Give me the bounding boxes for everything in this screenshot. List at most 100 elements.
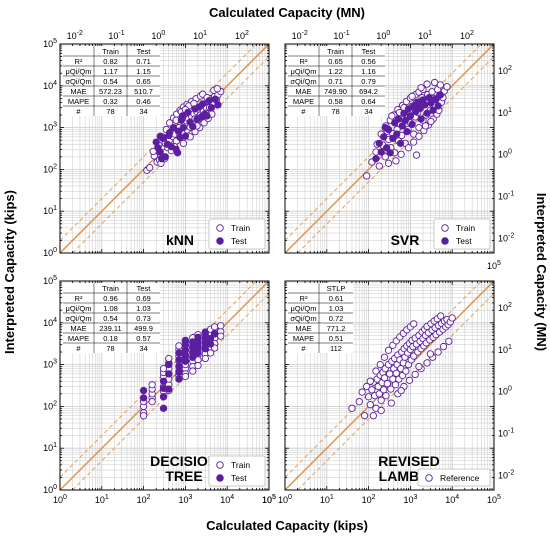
bottom-tick-label: 103 (178, 494, 192, 505)
right-tick-label: 10-1 (498, 427, 514, 438)
bottom-tick-label: 103 (403, 494, 417, 505)
legend-marker (216, 474, 224, 482)
data-point (423, 109, 431, 117)
data-point (179, 123, 188, 132)
table-cell: 0.71 (328, 77, 343, 86)
data-point (161, 153, 169, 161)
table-cell: 1.08 (103, 304, 118, 313)
table-header: Test (362, 47, 377, 56)
table-cell: 239.11 (99, 324, 121, 333)
top-tick-label: 102 (235, 30, 249, 41)
table-cell: 0.71 (136, 57, 151, 66)
legend: Train Test (208, 218, 266, 250)
data-point (148, 397, 156, 406)
data-point (181, 336, 190, 345)
table-metric-label: σQi/Qm (65, 77, 91, 86)
left-tick-label: 102 (43, 400, 57, 411)
table-header: Train (102, 47, 119, 56)
data-point (159, 404, 168, 412)
table-cell: 1.16 (361, 67, 376, 76)
table-cell: 34 (364, 107, 372, 116)
data-point (396, 139, 405, 147)
bottom-tick-label: 102 (362, 494, 376, 505)
data-point (383, 380, 391, 388)
data-point (417, 84, 425, 92)
bottom-tick-label: 105 (262, 494, 276, 505)
data-point (436, 81, 444, 89)
table-cell: 0.51 (329, 334, 344, 343)
right-tick-label: 102 (498, 302, 512, 313)
table-cell: 510.7 (134, 87, 153, 96)
right-tick-label: 100 (498, 149, 512, 160)
data-point (417, 115, 425, 123)
data-point (194, 333, 202, 341)
data-point (384, 346, 393, 354)
legend-label: Test (456, 236, 472, 246)
panel-label: kNN (166, 232, 194, 248)
data-point (175, 375, 183, 383)
table-metric-label: MAPE (68, 97, 89, 106)
table-cell: 0.79 (361, 77, 376, 86)
data-point (348, 404, 356, 412)
data-point (402, 367, 410, 375)
stats-table: Train Test R² 0.65 0.56 μQi/Qm 1.22 1.16 σQi/Qm 0… (288, 46, 385, 116)
table-cell: 78 (106, 107, 114, 116)
data-point (392, 369, 400, 377)
table-cell: 34 (139, 107, 147, 116)
right-tick-label: 10-2 (498, 232, 514, 243)
left-tick-label: 105 (43, 38, 57, 49)
data-point (436, 91, 444, 99)
data-point (415, 104, 424, 112)
stats-table-bg (63, 46, 160, 116)
data-point (431, 95, 440, 103)
data-point (165, 370, 173, 378)
corner-tick-label: 105 (487, 260, 501, 271)
data-point (148, 381, 156, 389)
data-point (439, 342, 448, 351)
table-metric-label: R² (75, 294, 83, 303)
data-point (199, 100, 207, 108)
table-cell: 694.2 (359, 87, 378, 96)
table-cell: 0.73 (136, 314, 151, 323)
legend-marker (441, 237, 449, 245)
bottom-tick-label: 101 (95, 494, 109, 505)
left-tick-label: 100 (43, 484, 57, 495)
data-point (201, 354, 209, 363)
upper-bound-line (284, 280, 482, 478)
right-tick-label: 100 (498, 386, 512, 397)
table-header: Train (102, 284, 119, 293)
data-point (366, 377, 374, 385)
legend-label: Train (231, 460, 250, 470)
right-tick-label: 10-1 (498, 190, 514, 201)
data-point (394, 115, 403, 123)
table-header: Train (327, 47, 344, 56)
data-point (377, 406, 385, 415)
legend-marker (216, 461, 224, 469)
upper-bound-line (59, 43, 257, 241)
panel-label: DECISION TREE (150, 453, 218, 484)
top-tick-label: 10-2 (292, 30, 308, 41)
table-cell: 34 (139, 344, 147, 353)
data-point (159, 365, 168, 373)
data-point (377, 148, 385, 156)
left-tick-label: 104 (43, 317, 57, 328)
data-point (434, 348, 442, 356)
legend-box (417, 468, 491, 487)
top-axis-title: Calculated Capacity (MN) (209, 5, 365, 20)
data-point (165, 354, 173, 363)
table-cell: 112 (330, 344, 342, 353)
data-point (380, 374, 389, 382)
table-cell: 1.22 (328, 67, 343, 76)
data-point (445, 337, 453, 345)
data-point (375, 139, 383, 147)
left-tick-label: 103 (43, 359, 57, 370)
table-metric-label: μQi/Qm (66, 304, 92, 313)
data-point (206, 334, 215, 343)
bottom-tick-label: 100 (53, 494, 67, 505)
table-metric-label: R² (300, 294, 308, 303)
data-point (421, 122, 430, 130)
data-point (363, 172, 371, 180)
table-cell: 0.82 (103, 57, 118, 66)
panels-group: 10-2 10-1 100 101 102 100 101 102 103 104 105 Train… (43, 30, 514, 505)
